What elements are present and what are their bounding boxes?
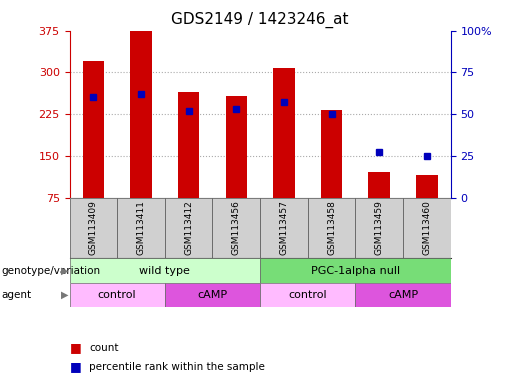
Bar [368, 172, 390, 197]
Text: ■: ■ [70, 341, 81, 354]
Bar [226, 96, 247, 197]
Bar [321, 110, 342, 197]
Bar [70, 197, 117, 258]
Bar [260, 258, 451, 283]
Text: agent: agent [1, 290, 31, 300]
Text: GSM113409: GSM113409 [89, 200, 98, 255]
Text: PGC-1alpha null: PGC-1alpha null [311, 266, 400, 276]
Bar [165, 197, 212, 258]
Text: genotype/variation: genotype/variation [1, 266, 100, 276]
Text: count: count [89, 343, 118, 353]
Text: GSM113456: GSM113456 [232, 200, 241, 255]
Text: GSM113460: GSM113460 [422, 200, 431, 255]
Bar [212, 197, 260, 258]
Text: ■: ■ [70, 360, 81, 373]
Text: GSM113412: GSM113412 [184, 200, 193, 255]
Bar [70, 258, 260, 283]
Text: GSM113459: GSM113459 [375, 200, 384, 255]
Bar [260, 283, 355, 307]
Text: control: control [98, 290, 136, 300]
Text: control: control [288, 290, 327, 300]
Text: cAMP: cAMP [388, 290, 418, 300]
Bar [273, 68, 295, 197]
Text: cAMP: cAMP [197, 290, 228, 300]
Text: percentile rank within the sample: percentile rank within the sample [89, 362, 265, 372]
Bar [178, 92, 199, 197]
Bar [165, 283, 260, 307]
Text: ▶: ▶ [61, 290, 68, 300]
Bar [260, 197, 308, 258]
Bar [70, 283, 165, 307]
Bar [416, 175, 438, 197]
Bar [355, 283, 451, 307]
Bar [117, 197, 165, 258]
Text: GSM113411: GSM113411 [136, 200, 145, 255]
Title: GDS2149 / 1423246_at: GDS2149 / 1423246_at [171, 12, 349, 28]
Text: wild type: wild type [140, 266, 190, 276]
Bar [355, 197, 403, 258]
Bar [307, 197, 355, 258]
Text: GSM113457: GSM113457 [280, 200, 288, 255]
Bar [82, 61, 104, 197]
Text: ▶: ▶ [61, 266, 68, 276]
Text: GSM113458: GSM113458 [327, 200, 336, 255]
Bar [130, 31, 152, 197]
Bar [403, 197, 451, 258]
